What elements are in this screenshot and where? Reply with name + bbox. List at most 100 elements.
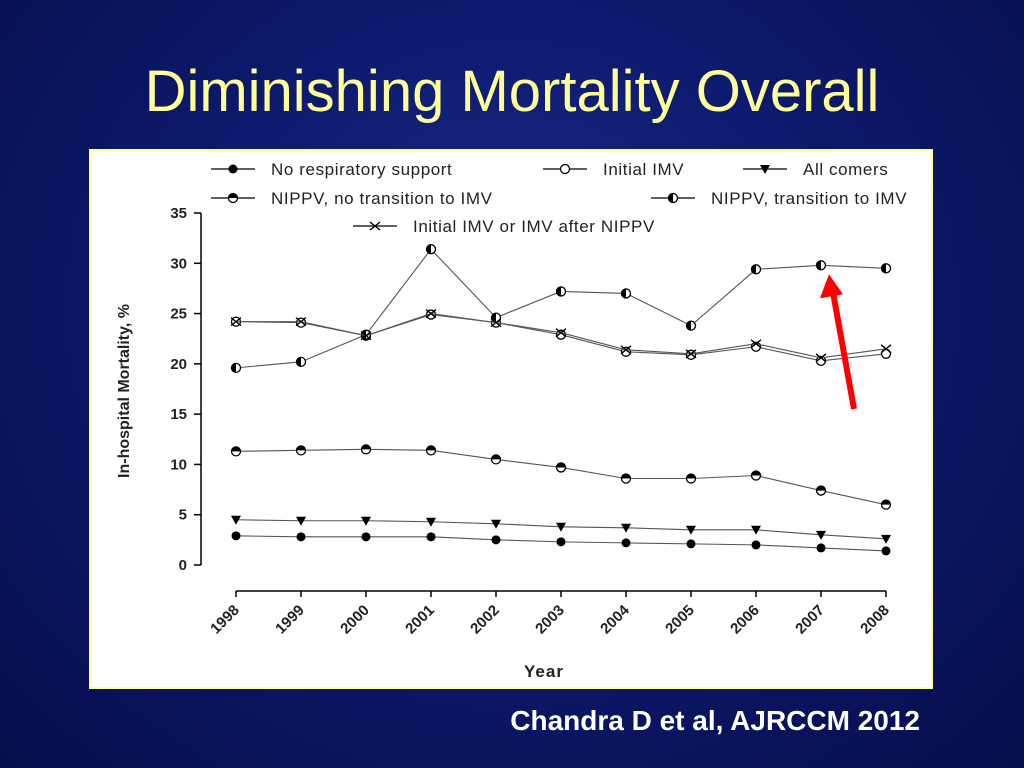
legend-label-4: NIPPV, transition to IMV xyxy=(711,189,907,208)
red-arrow-head xyxy=(820,274,843,299)
data-point-s4-2007-fill xyxy=(816,260,821,270)
data-point-s4-2006-fill xyxy=(751,264,756,274)
data-point-s0-2005 xyxy=(686,539,696,549)
data-point-s0-2006 xyxy=(751,540,761,550)
y-tick-label-5: 5 xyxy=(179,507,187,524)
data-point-s5-2005 xyxy=(685,349,697,359)
legend-item-2: All comers xyxy=(743,160,888,179)
legend-marker-2 xyxy=(760,165,770,174)
data-point-s2-2001 xyxy=(426,517,436,527)
citation: Chandra D et al, AJRCCM 2012 xyxy=(510,705,920,736)
data-point-s2-2008-shape xyxy=(881,534,891,544)
data-point-s3-2001-fill xyxy=(426,445,436,451)
data-point-s2-1998 xyxy=(231,515,241,525)
legend-label-2: All comers xyxy=(803,160,888,179)
legend-marker-4 xyxy=(667,192,679,204)
data-point-s0-2007 xyxy=(816,543,826,553)
data-point-s3-2003 xyxy=(555,462,567,473)
data-point-s3-1998 xyxy=(230,446,242,457)
data-point-s5-2008 xyxy=(880,344,892,354)
x-tick-label-2006: 2006 xyxy=(727,602,763,638)
data-point-s5-2008-shape xyxy=(880,344,892,354)
legend-marker-5-shape xyxy=(369,221,381,231)
legend-label-0: No respiratory support xyxy=(271,160,452,179)
legend-marker-3 xyxy=(227,192,239,204)
slide-title: Diminishing Mortality Overall xyxy=(144,59,880,124)
data-point-s0-2001 xyxy=(426,532,436,542)
data-point-s5-2000-shape xyxy=(360,331,372,341)
data-point-s0-2002-shape xyxy=(491,535,501,545)
series-4 xyxy=(230,244,892,374)
data-point-s3-2002-fill xyxy=(491,454,501,460)
line-chart: 0 5 10 15 20 25 30 35 1998 1999 2000 2001 2002 2003 20… xyxy=(116,160,907,681)
data-point-s0-2000 xyxy=(361,532,371,542)
chart-frame: 0 5 10 15 20 25 30 35 1998 1999 2000 2001 2002 2003 20… xyxy=(89,149,933,689)
data-point-s0-2000-shape xyxy=(361,532,371,542)
data-point-s0-1998-shape xyxy=(231,531,241,541)
data-point-s4-2001 xyxy=(425,244,437,255)
x-tick-label-2001: 2001 xyxy=(402,602,438,638)
data-point-s2-1999-shape xyxy=(296,516,306,526)
data-point-s3-2000 xyxy=(360,444,372,455)
data-point-s3-1998-fill xyxy=(231,446,241,452)
series-line-4 xyxy=(235,248,887,369)
data-point-s2-2005 xyxy=(686,525,696,535)
x-tick-label-2007: 2007 xyxy=(792,602,828,638)
legend-marker-2-shape xyxy=(760,165,770,174)
legend-marker-4-fill xyxy=(668,193,673,203)
data-point-s4-2005 xyxy=(685,320,697,331)
data-point-s2-1999 xyxy=(296,516,306,526)
y-tick-label-10: 10 xyxy=(170,456,187,473)
data-point-s4-2003-fill xyxy=(556,286,561,296)
x-tick-label-2004: 2004 xyxy=(597,601,633,637)
legend-label-1: Initial IMV xyxy=(603,160,684,179)
y-tick-label-20: 20 xyxy=(170,356,187,373)
series-line-3 xyxy=(235,448,887,506)
data-point-s2-2002-shape xyxy=(491,519,501,529)
data-point-s2-2003 xyxy=(556,522,566,532)
data-point-s5-2004 xyxy=(620,345,632,355)
data-point-s5-2005-shape xyxy=(685,349,697,359)
y-tick-label-35: 35 xyxy=(170,205,187,222)
legend-marker-3-fill xyxy=(228,193,238,198)
data-point-s2-2007-shape xyxy=(816,530,826,540)
y-tick-label-0: 0 xyxy=(179,557,187,574)
x-tick-label-2003: 2003 xyxy=(532,602,568,638)
data-point-s2-2003-shape xyxy=(556,522,566,532)
data-point-s2-2000-shape xyxy=(361,516,371,526)
data-point-s2-2006-shape xyxy=(751,525,761,535)
data-point-s3-2001 xyxy=(425,445,437,456)
y-tick-label-30: 30 xyxy=(170,255,187,272)
legend: No respiratory support Initial IMV All com… xyxy=(211,160,907,236)
series-0 xyxy=(231,531,891,556)
data-point-s3-2006-fill xyxy=(751,470,761,476)
red-arrow-shaft xyxy=(830,291,857,410)
data-point-s5-2001-shape xyxy=(425,309,437,319)
data-point-s4-2001-fill xyxy=(426,244,431,254)
data-point-s2-2000 xyxy=(361,516,371,526)
data-point-s4-1999 xyxy=(295,356,307,367)
data-point-s2-2004-shape xyxy=(621,523,631,533)
x-tick-label-2000: 2000 xyxy=(337,602,373,638)
legend-item-5: Initial IMV or IMV after NIPPV xyxy=(353,217,654,236)
data-point-s0-2002 xyxy=(491,535,501,545)
data-point-s4-1999-fill xyxy=(296,357,301,367)
data-point-s4-1998 xyxy=(230,362,242,374)
data-point-s3-1999 xyxy=(295,445,307,456)
legend-label-3: NIPPV, no transition to IMV xyxy=(271,189,493,208)
x-tick-label-2005: 2005 xyxy=(662,602,698,638)
data-point-s0-1999-shape xyxy=(296,532,306,542)
data-point-s0-2001-shape xyxy=(426,532,436,542)
data-point-s3-2007-fill xyxy=(816,486,826,491)
data-point-s0-2007-shape xyxy=(816,543,826,553)
legend-marker-1 xyxy=(559,163,571,175)
data-point-s5-2003 xyxy=(555,328,567,338)
legend-marker-0 xyxy=(228,164,238,174)
data-point-s3-2004 xyxy=(620,473,632,484)
legend-item-3: NIPPV, no transition to IMV xyxy=(211,189,493,208)
axes: 0 5 10 15 20 25 30 35 1998 1999 2000 2001 2002 2003 20… xyxy=(116,205,893,681)
x-tick-label-1998: 1998 xyxy=(207,602,243,638)
data-point-s3-1999-fill xyxy=(296,445,306,451)
data-point-s4-2007 xyxy=(815,260,827,271)
data-point-s4-2004 xyxy=(620,288,632,299)
